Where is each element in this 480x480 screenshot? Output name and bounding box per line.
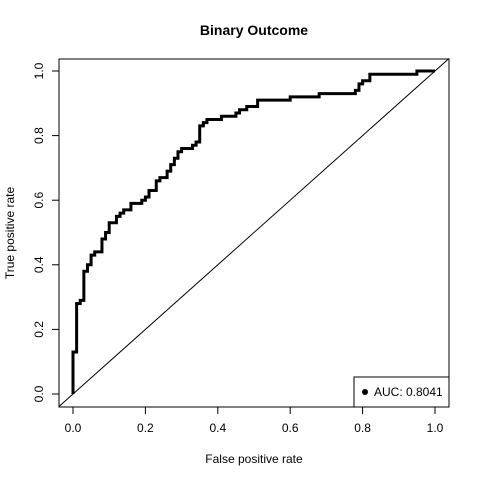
y-tick-label: 1.0 — [32, 62, 46, 79]
y-tick-label: 0.4 — [32, 256, 46, 273]
y-tick-label: 0.8 — [32, 127, 46, 144]
x-tick-label: 0.8 — [354, 421, 371, 435]
legend-label: AUC: 0.8041 — [374, 385, 443, 399]
x-tick-label: 1.0 — [427, 421, 444, 435]
x-tick-label: 0.0 — [65, 421, 82, 435]
x-axis: 0.0 0.2 0.4 0.6 0.8 1.0 — [65, 407, 444, 435]
x-tick-label: 0.6 — [282, 421, 299, 435]
y-tick-label: 0.2 — [32, 321, 46, 338]
plot-frame — [58, 58, 450, 408]
y-axis: 0.0 0.2 0.4 0.6 0.8 1.0 — [32, 62, 59, 402]
y-tick-label: 0.0 — [32, 385, 46, 402]
legend-box — [353, 376, 450, 408]
x-tick-label: 0.4 — [209, 421, 226, 435]
y-axis-label: True positive rate — [3, 187, 17, 280]
chart-title: Binary Outcome — [200, 22, 308, 38]
x-tick-label: 0.2 — [137, 421, 154, 435]
roc-curve-series — [71, 69, 435, 394]
reference-diagonal-line — [58, 58, 450, 407]
x-axis-label: False positive rate — [205, 452, 303, 466]
y-tick-label: 0.6 — [32, 192, 46, 209]
legend: AUC: 0.8041 — [353, 376, 450, 408]
legend-marker — [362, 389, 368, 395]
